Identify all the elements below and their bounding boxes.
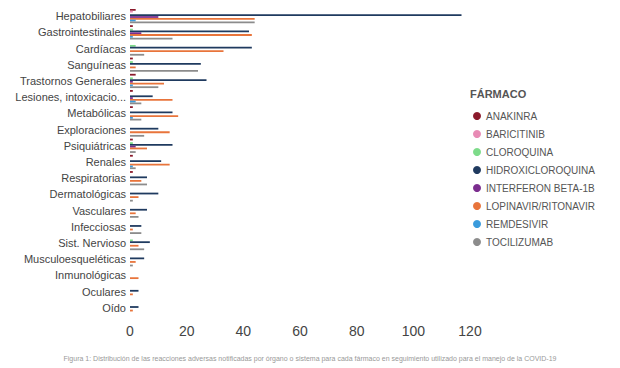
- svg-text:CLOROQUINA: CLOROQUINA: [486, 147, 554, 158]
- svg-text:100: 100: [402, 323, 426, 339]
- svg-text:REMDESIVIR: REMDESIVIR: [486, 219, 548, 230]
- svg-text:Inmunológicas: Inmunológicas: [55, 269, 126, 281]
- svg-text:Sanguíneas: Sanguíneas: [67, 59, 126, 71]
- svg-text:Oído: Oído: [102, 302, 126, 314]
- svg-text:TOCILIZUMAB: TOCILIZUMAB: [486, 237, 553, 248]
- svg-text:HIDROXICLOROQUINA: HIDROXICLOROQUINA: [486, 165, 595, 176]
- svg-text:20: 20: [179, 323, 195, 339]
- svg-text:0: 0: [126, 323, 134, 339]
- svg-text:FÁRMACO: FÁRMACO: [470, 88, 527, 100]
- svg-text:ANAKINRA: ANAKINRA: [486, 111, 537, 122]
- svg-text:Hepatobiliares: Hepatobiliares: [56, 10, 127, 22]
- svg-text:LOPINAVIR/RITONAVIR: LOPINAVIR/RITONAVIR: [486, 201, 595, 212]
- svg-text:INTERFERON BETA-1B: INTERFERON BETA-1B: [486, 183, 595, 194]
- svg-text:Metabólicas: Metabólicas: [67, 107, 126, 119]
- svg-text:Cardíacas: Cardíacas: [76, 43, 127, 55]
- svg-text:Exploraciones: Exploraciones: [57, 124, 127, 136]
- svg-text:Psiquiátricas: Psiquiátricas: [64, 140, 127, 152]
- svg-text:Oculares: Oculares: [82, 286, 127, 298]
- svg-text:80: 80: [349, 323, 365, 339]
- svg-text:Vasculares: Vasculares: [72, 205, 126, 217]
- svg-text:40: 40: [236, 323, 252, 339]
- svg-text:Sist. Nervioso: Sist. Nervioso: [58, 237, 126, 249]
- svg-text:Dermatológicas: Dermatológicas: [50, 188, 127, 200]
- svg-text:120: 120: [458, 323, 482, 339]
- svg-text:60: 60: [292, 323, 308, 339]
- svg-text:Musculoesqueléticas: Musculoesqueléticas: [24, 253, 127, 265]
- svg-text:Respiratorias: Respiratorias: [61, 172, 126, 184]
- svg-text:Lesiones, intoxicacio...: Lesiones, intoxicacio...: [15, 91, 126, 103]
- svg-text:Figura 1: Distribución de las: Figura 1: Distribución de las reacciones…: [64, 355, 557, 363]
- svg-text:BARICITINIB: BARICITINIB: [486, 129, 545, 140]
- svg-text:Infecciosas: Infecciosas: [71, 221, 127, 233]
- svg-text:Renales: Renales: [86, 156, 127, 168]
- svg-text:Gastrointestinales: Gastrointestinales: [38, 26, 127, 38]
- svg-text:Trastornos Generales: Trastornos Generales: [20, 75, 126, 87]
